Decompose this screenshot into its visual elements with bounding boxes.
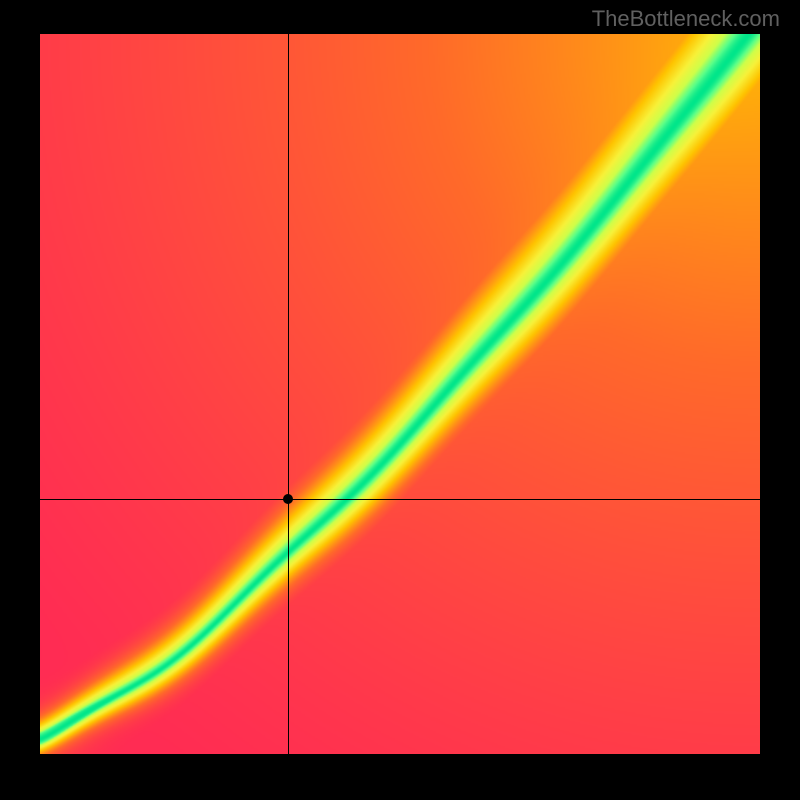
heatmap-canvas: [40, 34, 760, 754]
watermark-text: TheBottleneck.com: [592, 6, 780, 32]
crosshair-vertical: [288, 34, 289, 754]
bottleneck-heatmap: [40, 34, 760, 754]
crosshair-horizontal: [40, 499, 760, 500]
selection-marker-dot: [283, 494, 293, 504]
